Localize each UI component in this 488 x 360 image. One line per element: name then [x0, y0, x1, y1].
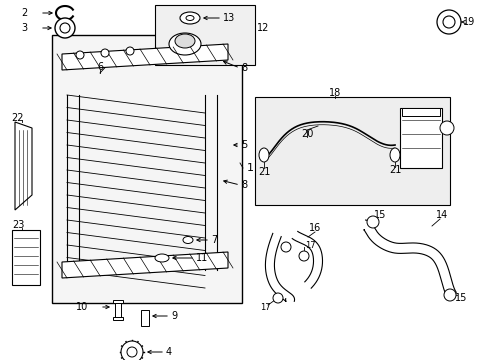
- Polygon shape: [15, 122, 32, 210]
- Bar: [115, 303, 121, 317]
- Circle shape: [127, 347, 137, 357]
- Circle shape: [366, 216, 378, 228]
- Circle shape: [101, 49, 109, 57]
- Circle shape: [121, 341, 142, 360]
- Text: 5: 5: [241, 140, 247, 150]
- Bar: [401, 108, 439, 116]
- Bar: [141, 310, 149, 326]
- Text: 4: 4: [165, 347, 172, 357]
- Ellipse shape: [185, 15, 194, 21]
- Bar: [399, 108, 441, 168]
- Circle shape: [55, 18, 75, 38]
- Text: 10: 10: [76, 302, 88, 312]
- Text: 15: 15: [454, 293, 467, 303]
- Text: 3: 3: [21, 23, 27, 33]
- Circle shape: [443, 289, 455, 301]
- Ellipse shape: [175, 34, 195, 48]
- Text: 2: 2: [20, 8, 27, 18]
- Text: 17: 17: [259, 303, 270, 312]
- Ellipse shape: [183, 237, 193, 243]
- Text: 8: 8: [241, 180, 246, 190]
- Text: 21: 21: [257, 167, 270, 177]
- Text: 14: 14: [435, 210, 447, 220]
- Text: 22: 22: [12, 113, 24, 123]
- Ellipse shape: [169, 33, 201, 55]
- Polygon shape: [62, 44, 227, 70]
- Circle shape: [442, 16, 454, 28]
- Text: 16: 16: [308, 223, 321, 233]
- Text: 12: 12: [257, 23, 269, 33]
- Text: 13: 13: [223, 13, 235, 23]
- Circle shape: [272, 293, 283, 303]
- Circle shape: [436, 10, 460, 34]
- Text: 21: 21: [388, 165, 400, 175]
- Text: 7: 7: [210, 235, 217, 245]
- Text: 6: 6: [97, 62, 103, 72]
- Bar: [155, 5, 254, 65]
- Circle shape: [60, 23, 70, 33]
- Text: 1: 1: [246, 163, 253, 173]
- Polygon shape: [62, 252, 227, 278]
- Circle shape: [76, 51, 84, 59]
- Bar: [12, 230, 40, 285]
- Ellipse shape: [389, 148, 399, 162]
- Text: 20: 20: [300, 129, 312, 139]
- Circle shape: [298, 251, 308, 261]
- Ellipse shape: [259, 148, 268, 162]
- Text: 15: 15: [373, 210, 386, 220]
- Circle shape: [439, 121, 453, 135]
- Circle shape: [126, 47, 134, 55]
- Bar: [113, 317, 123, 320]
- Ellipse shape: [155, 254, 169, 262]
- Text: 17: 17: [305, 240, 315, 249]
- Bar: [113, 300, 123, 303]
- Text: 23: 23: [12, 220, 24, 230]
- Bar: [254, 97, 449, 205]
- Text: 9: 9: [171, 311, 177, 321]
- Text: 8: 8: [241, 63, 246, 73]
- Circle shape: [281, 242, 290, 252]
- Bar: [52, 35, 242, 303]
- Text: 18: 18: [328, 88, 341, 98]
- Text: 11: 11: [196, 253, 208, 263]
- Ellipse shape: [180, 12, 200, 24]
- Text: 19: 19: [462, 17, 474, 27]
